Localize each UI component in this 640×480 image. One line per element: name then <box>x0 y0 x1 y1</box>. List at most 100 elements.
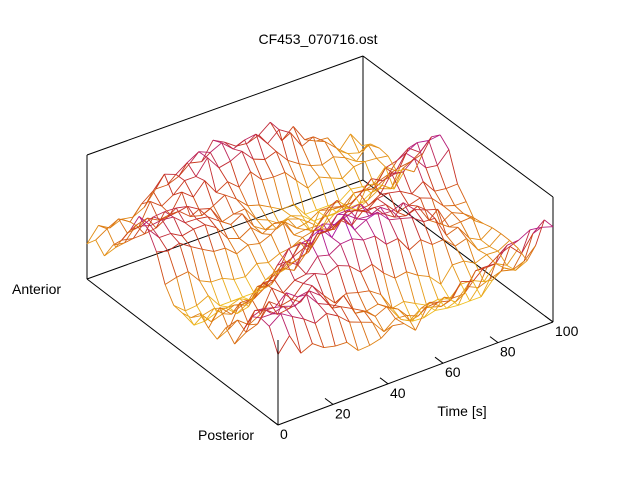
mesh-line-position <box>333 156 343 179</box>
mesh-line-position <box>483 223 493 229</box>
mesh-line-position <box>198 208 209 218</box>
mesh-line-position <box>267 143 277 152</box>
mesh-line-position <box>213 205 223 222</box>
mesh-line-position <box>247 244 258 264</box>
mesh-line-time <box>192 180 206 198</box>
mesh-line-time <box>342 192 355 207</box>
mesh-line-time <box>352 308 364 312</box>
mesh-line-position <box>287 160 297 181</box>
mesh-line-time <box>233 208 246 215</box>
mesh-line-position <box>457 183 467 202</box>
mesh-line-time <box>251 308 264 318</box>
mesh-line-position <box>406 271 416 304</box>
mesh-line-time <box>446 304 459 309</box>
mesh-line-position <box>434 296 445 311</box>
mesh-line-position <box>326 313 336 347</box>
mesh-line-position <box>270 234 281 254</box>
mesh-line-time <box>341 166 355 179</box>
mesh-line-position <box>201 152 211 163</box>
mesh-line-time <box>304 209 317 215</box>
x-tick-label: 60 <box>445 364 461 380</box>
mesh-line-time <box>141 216 154 227</box>
mesh-line-position <box>276 221 286 230</box>
mesh-line-time <box>417 274 430 278</box>
mesh-line-time <box>399 160 412 168</box>
mesh-line-time <box>239 298 252 304</box>
mesh-line-time <box>204 180 217 193</box>
mesh-line-position <box>314 273 324 296</box>
mesh-line-time <box>147 217 159 221</box>
mesh-line-position <box>371 206 381 215</box>
mesh-line-position <box>285 292 296 307</box>
mesh-line-time <box>391 202 404 212</box>
mesh-line-time <box>326 312 339 317</box>
mesh-line-time <box>261 176 274 181</box>
mesh-line-position <box>385 167 395 175</box>
mesh-line-position <box>273 220 283 225</box>
mesh-line-position <box>380 192 389 195</box>
mesh-line-position <box>291 316 302 354</box>
mesh-line-position <box>285 261 296 281</box>
mesh-line-position <box>254 308 264 312</box>
mesh-line-position <box>328 214 338 231</box>
mesh-line-time <box>411 217 424 223</box>
front-frame <box>86 278 554 426</box>
mesh-line-position <box>264 159 274 178</box>
mesh-line-time <box>403 323 416 331</box>
mesh-line-time <box>440 264 453 285</box>
mesh-line-time <box>191 314 203 319</box>
mesh-line-position <box>308 221 318 227</box>
mesh-line-position <box>121 218 131 223</box>
mesh-line-position <box>244 208 255 227</box>
mesh-line-time <box>386 238 399 245</box>
mesh-line-position <box>290 241 301 248</box>
mesh-line-position <box>419 197 430 221</box>
mesh-line-position <box>393 168 404 190</box>
mesh-line-position <box>189 151 200 164</box>
mesh-line-time <box>273 171 286 178</box>
mesh-line-time <box>133 233 145 239</box>
mesh-line-position <box>341 178 352 190</box>
mesh-line-position <box>414 209 424 222</box>
mesh-line-position <box>300 290 310 303</box>
mesh-line-time <box>207 295 220 307</box>
mesh-line-position <box>350 188 360 205</box>
mesh-line-time <box>176 205 188 209</box>
mesh-line-time <box>170 233 183 237</box>
mesh-line-time <box>228 298 241 308</box>
mesh-line-position <box>417 275 428 306</box>
mesh-line-time <box>363 235 376 241</box>
mesh-line-position <box>230 224 240 239</box>
mesh-line-position <box>388 192 398 213</box>
mesh-line-position <box>428 140 438 166</box>
mesh-line-time <box>308 228 321 240</box>
mesh-line-position <box>376 167 386 183</box>
mesh-line-position <box>156 251 166 285</box>
mesh-line-time <box>351 210 364 226</box>
mesh-line-position <box>344 192 355 209</box>
mesh-line-position <box>173 305 183 314</box>
x-tick-mark <box>269 418 279 426</box>
mesh-line-position <box>259 243 269 263</box>
mesh-line-time <box>193 320 206 326</box>
mesh-line-time <box>287 159 300 165</box>
mesh-line-position <box>336 207 346 213</box>
mesh-line-time <box>454 201 467 206</box>
mesh-line-time <box>316 137 328 142</box>
mesh-line-position <box>242 296 252 302</box>
mesh-line-position <box>175 207 186 223</box>
mesh-line-time <box>184 218 197 224</box>
mesh-line-time <box>397 204 410 213</box>
mesh-line-position <box>517 248 528 262</box>
mesh-line-time <box>250 171 263 181</box>
mesh-line-time <box>506 248 519 266</box>
mesh-line-position <box>288 259 298 266</box>
mesh-line-position <box>208 327 218 340</box>
mesh-line-position <box>251 298 261 315</box>
mesh-line-time <box>385 160 398 169</box>
mesh-line-time <box>238 171 251 188</box>
mesh-line-position <box>408 142 418 149</box>
mesh-line-position <box>293 203 303 217</box>
mesh-line-position <box>252 158 263 180</box>
mesh-line-time <box>452 293 465 299</box>
